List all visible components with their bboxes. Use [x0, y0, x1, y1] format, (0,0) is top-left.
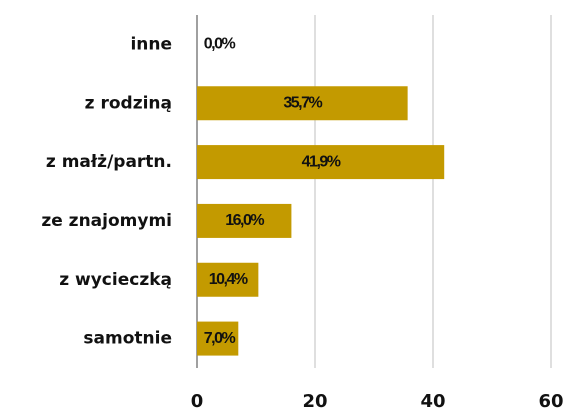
- x-tick-label: 40: [420, 391, 445, 412]
- x-tick-label: 20: [302, 391, 327, 412]
- bar: [197, 321, 239, 356]
- bar: [197, 86, 408, 121]
- y-tick-label: inne: [130, 34, 172, 54]
- y-tick-label: ze znajomymi: [41, 211, 172, 231]
- value-label: 16,0%: [225, 212, 264, 229]
- value-label: 7,0%: [204, 330, 236, 347]
- y-tick-label: z małż/partn.: [46, 152, 172, 172]
- y-tick-label: samotnie: [83, 329, 172, 349]
- value-label: 41,9%: [302, 153, 341, 170]
- y-tick-label: z wycieczką: [59, 270, 172, 290]
- x-tick-label: 0: [191, 391, 204, 412]
- bar: [197, 262, 259, 297]
- value-label: 10,4%: [209, 271, 248, 288]
- value-label: 0,0%: [204, 36, 236, 53]
- bar: [197, 203, 292, 238]
- x-tick-label: 60: [538, 391, 563, 412]
- bar: [197, 145, 445, 180]
- value-label: 35,7%: [283, 94, 322, 111]
- y-tick-label: z rodziną: [85, 93, 172, 113]
